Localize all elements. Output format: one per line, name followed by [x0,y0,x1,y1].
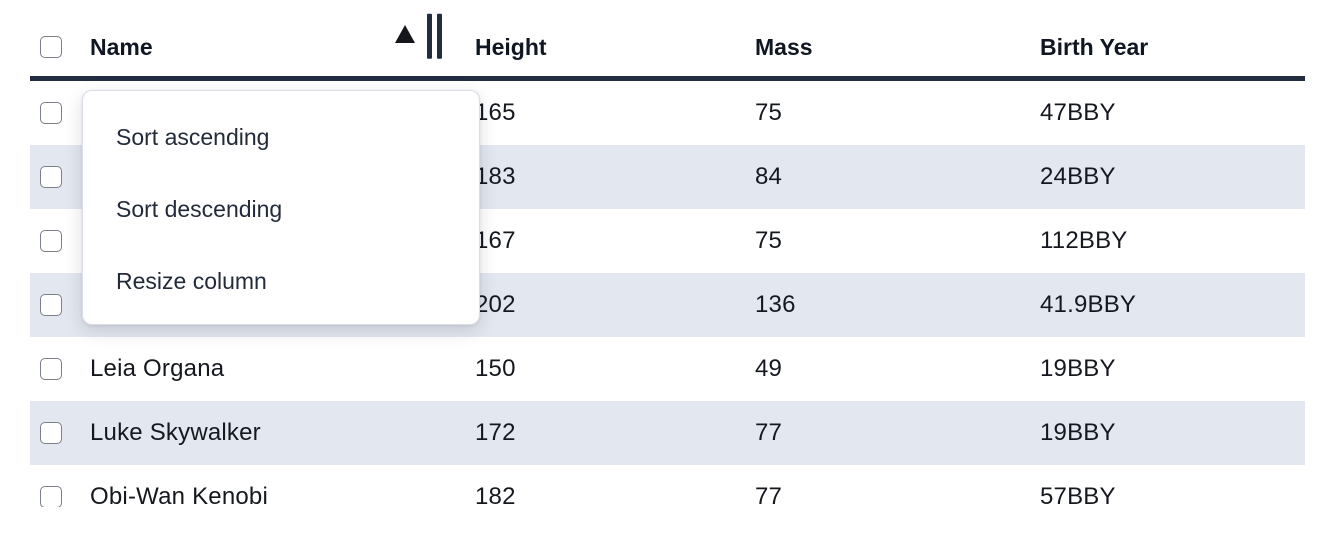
row-select-checkbox[interactable] [40,422,62,444]
cell-birth-year: 24BBY [1040,163,1116,190]
cell-name: Leia Organa [90,355,225,382]
cell-height: 183 [475,163,516,190]
column-header-birth-year[interactable]: Birth Year [1020,0,1305,76]
menu-item-sort-ascending[interactable]: Sort ascending [116,123,270,150]
cell-height: 150 [475,355,516,382]
menu-item-resize-column[interactable]: Resize column [116,267,267,294]
cell-birth-year: 57BBY [1040,483,1116,507]
cell-birth-year: 47BBY [1040,99,1116,126]
column-header-height[interactable]: Height [455,0,735,76]
table-row[interactable]: Obi-Wan Kenobi 182 77 57BBY [30,465,1305,507]
cell-birth-year: 19BBY [1040,355,1116,382]
sort-ascending-icon [395,25,415,43]
row-select-checkbox[interactable] [40,358,62,380]
cell-birth-year: 19BBY [1040,419,1116,446]
cell-mass: 77 [755,419,783,446]
table-header-row: Name Height Mass Birth Year [30,0,1305,81]
header-select-cell [30,0,78,76]
cell-height: 182 [475,483,516,507]
column-header-name[interactable]: Name [78,0,455,76]
column-header-label: Name [90,33,153,60]
table-row[interactable]: Luke Skywalker 172 77 19BBY [30,401,1305,465]
cell-mass: 75 [755,227,783,254]
select-all-checkbox[interactable] [40,36,62,58]
cell-height: 202 [475,291,516,318]
cell-birth-year: 112BBY [1040,227,1128,254]
column-context-menu: Sort ascending Sort descending Resize co… [82,90,480,325]
row-select-checkbox[interactable] [40,230,62,252]
row-select-checkbox[interactable] [40,102,62,124]
table-row[interactable]: Leia Organa 150 49 19BBY [30,337,1305,401]
column-header-label: Mass [755,33,813,60]
row-select-checkbox[interactable] [40,166,62,188]
cell-mass: 136 [755,291,796,318]
cell-mass: 75 [755,99,783,126]
cell-mass: 49 [755,355,783,382]
cell-mass: 77 [755,483,783,507]
cell-height: 165 [475,99,516,126]
cell-name: Luke Skywalker [90,419,261,446]
row-select-checkbox[interactable] [40,486,62,507]
column-header-mass[interactable]: Mass [735,0,1020,76]
row-select-checkbox[interactable] [40,294,62,316]
column-resize-handle[interactable] [427,13,442,59]
cell-height: 167 [475,227,516,254]
column-header-label: Height [475,33,547,60]
cell-name: Obi-Wan Kenobi [90,483,268,507]
cell-height: 172 [475,419,516,446]
cell-birth-year: 41.9BBY [1040,291,1137,318]
cell-mass: 84 [755,163,783,190]
column-header-label: Birth Year [1040,33,1149,60]
menu-item-sort-descending[interactable]: Sort descending [116,195,283,222]
